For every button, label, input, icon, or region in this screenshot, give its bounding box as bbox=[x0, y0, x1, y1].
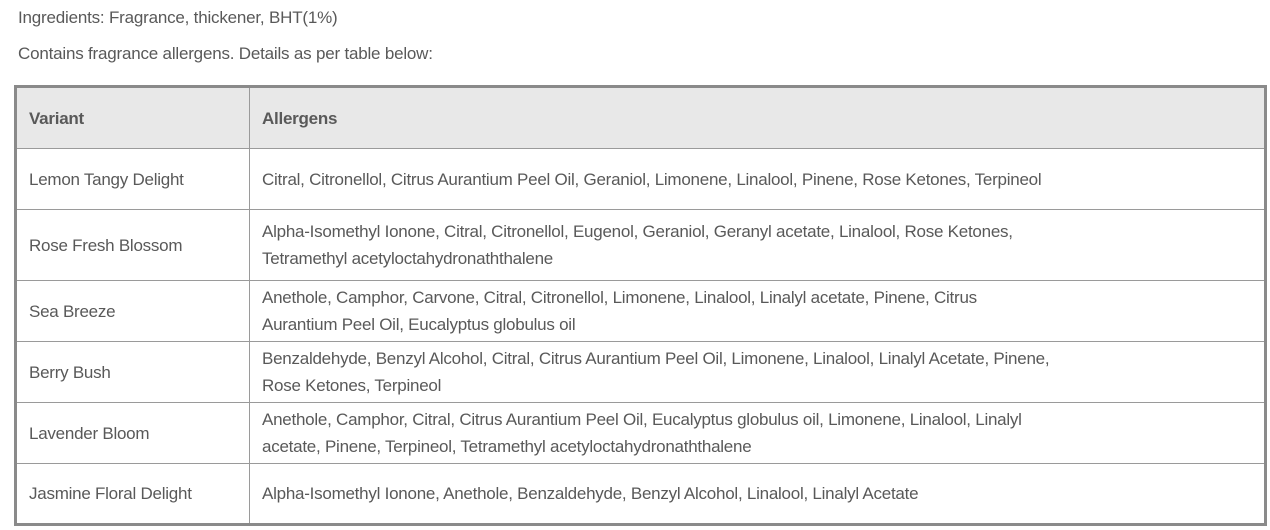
variant-cell: Lemon Tangy Delight bbox=[15, 148, 250, 210]
table-row: Berry Bush Benzaldehyde, Benzyl Alcohol, … bbox=[15, 341, 1266, 403]
variant-cell: Berry Bush bbox=[15, 341, 250, 403]
allergens-line: Anethole, Camphor, Citral, Citrus Aurant… bbox=[262, 410, 1022, 429]
allergens-line: Anethole, Camphor, Carvone, Citral, Citr… bbox=[262, 288, 977, 307]
allergens-line: Tetramethyl acetyloctahydronaththalene bbox=[262, 249, 554, 268]
allergens-line: Benzaldehyde, Benzyl Alcohol, Citral, Ci… bbox=[262, 349, 1050, 368]
allergens-cell: Benzaldehyde, Benzyl Alcohol, Citral, Ci… bbox=[249, 341, 1266, 403]
table-row: Rose Fresh Blossom Alpha-Isomethyl Ionone… bbox=[15, 209, 1266, 281]
variant-cell: Jasmine Floral Delight bbox=[15, 463, 250, 525]
allergens-cell: Anethole, Camphor, Citral, Citrus Aurant… bbox=[249, 402, 1266, 464]
allergens-cell: Citral, Citronellol, Citrus Aurantium Pe… bbox=[249, 148, 1266, 210]
allergen-table: Variant Allergens Lemon Tangy Delight Cit… bbox=[14, 85, 1267, 526]
allergen-note: Contains fragrance allergens. Details as… bbox=[18, 44, 433, 63]
variant-cell: Lavender Bloom bbox=[15, 402, 250, 464]
variant-cell: Sea Breeze bbox=[15, 280, 250, 342]
ingredients-text: Ingredients: Fragrance, thickener, BHT(1… bbox=[18, 8, 338, 27]
table-row: Lemon Tangy Delight Citral, Citronellol, … bbox=[15, 148, 1266, 210]
allergens-line: Alpha-Isomethyl Ionone, Anethole, Benzal… bbox=[262, 484, 919, 503]
table-row: Lavender Bloom Anethole, Camphor, Citral,… bbox=[15, 402, 1266, 464]
allergens-line: Citral, Citronellol, Citrus Aurantium Pe… bbox=[262, 169, 1042, 189]
header-allergens: Allergens bbox=[249, 86, 1266, 149]
allergens-cell: Alpha-Isomethyl Ionone, Citral, Citronel… bbox=[249, 209, 1266, 281]
table-header-row: Variant Allergens bbox=[15, 86, 1266, 149]
table-row: Jasmine Floral Delight Alpha-Isomethyl Io… bbox=[15, 463, 1266, 525]
allergens-line: acetate, Pinene, Terpineol, Tetramethyl … bbox=[262, 437, 752, 456]
table-row: Sea Breeze Anethole, Camphor, Carvone, Ci… bbox=[15, 280, 1266, 342]
header-variant: Variant bbox=[15, 86, 250, 149]
allergens-line: Aurantium Peel Oil, Eucalyptus globulus … bbox=[262, 315, 576, 334]
allergens-cell: Anethole, Camphor, Carvone, Citral, Citr… bbox=[249, 280, 1266, 342]
allergens-line: Alpha-Isomethyl Ionone, Citral, Citronel… bbox=[262, 222, 1013, 241]
allergens-line: Rose Ketones, Terpineol bbox=[262, 376, 442, 395]
allergens-cell: Alpha-Isomethyl Ionone, Anethole, Benzal… bbox=[249, 463, 1266, 525]
variant-cell: Rose Fresh Blossom bbox=[15, 209, 250, 281]
